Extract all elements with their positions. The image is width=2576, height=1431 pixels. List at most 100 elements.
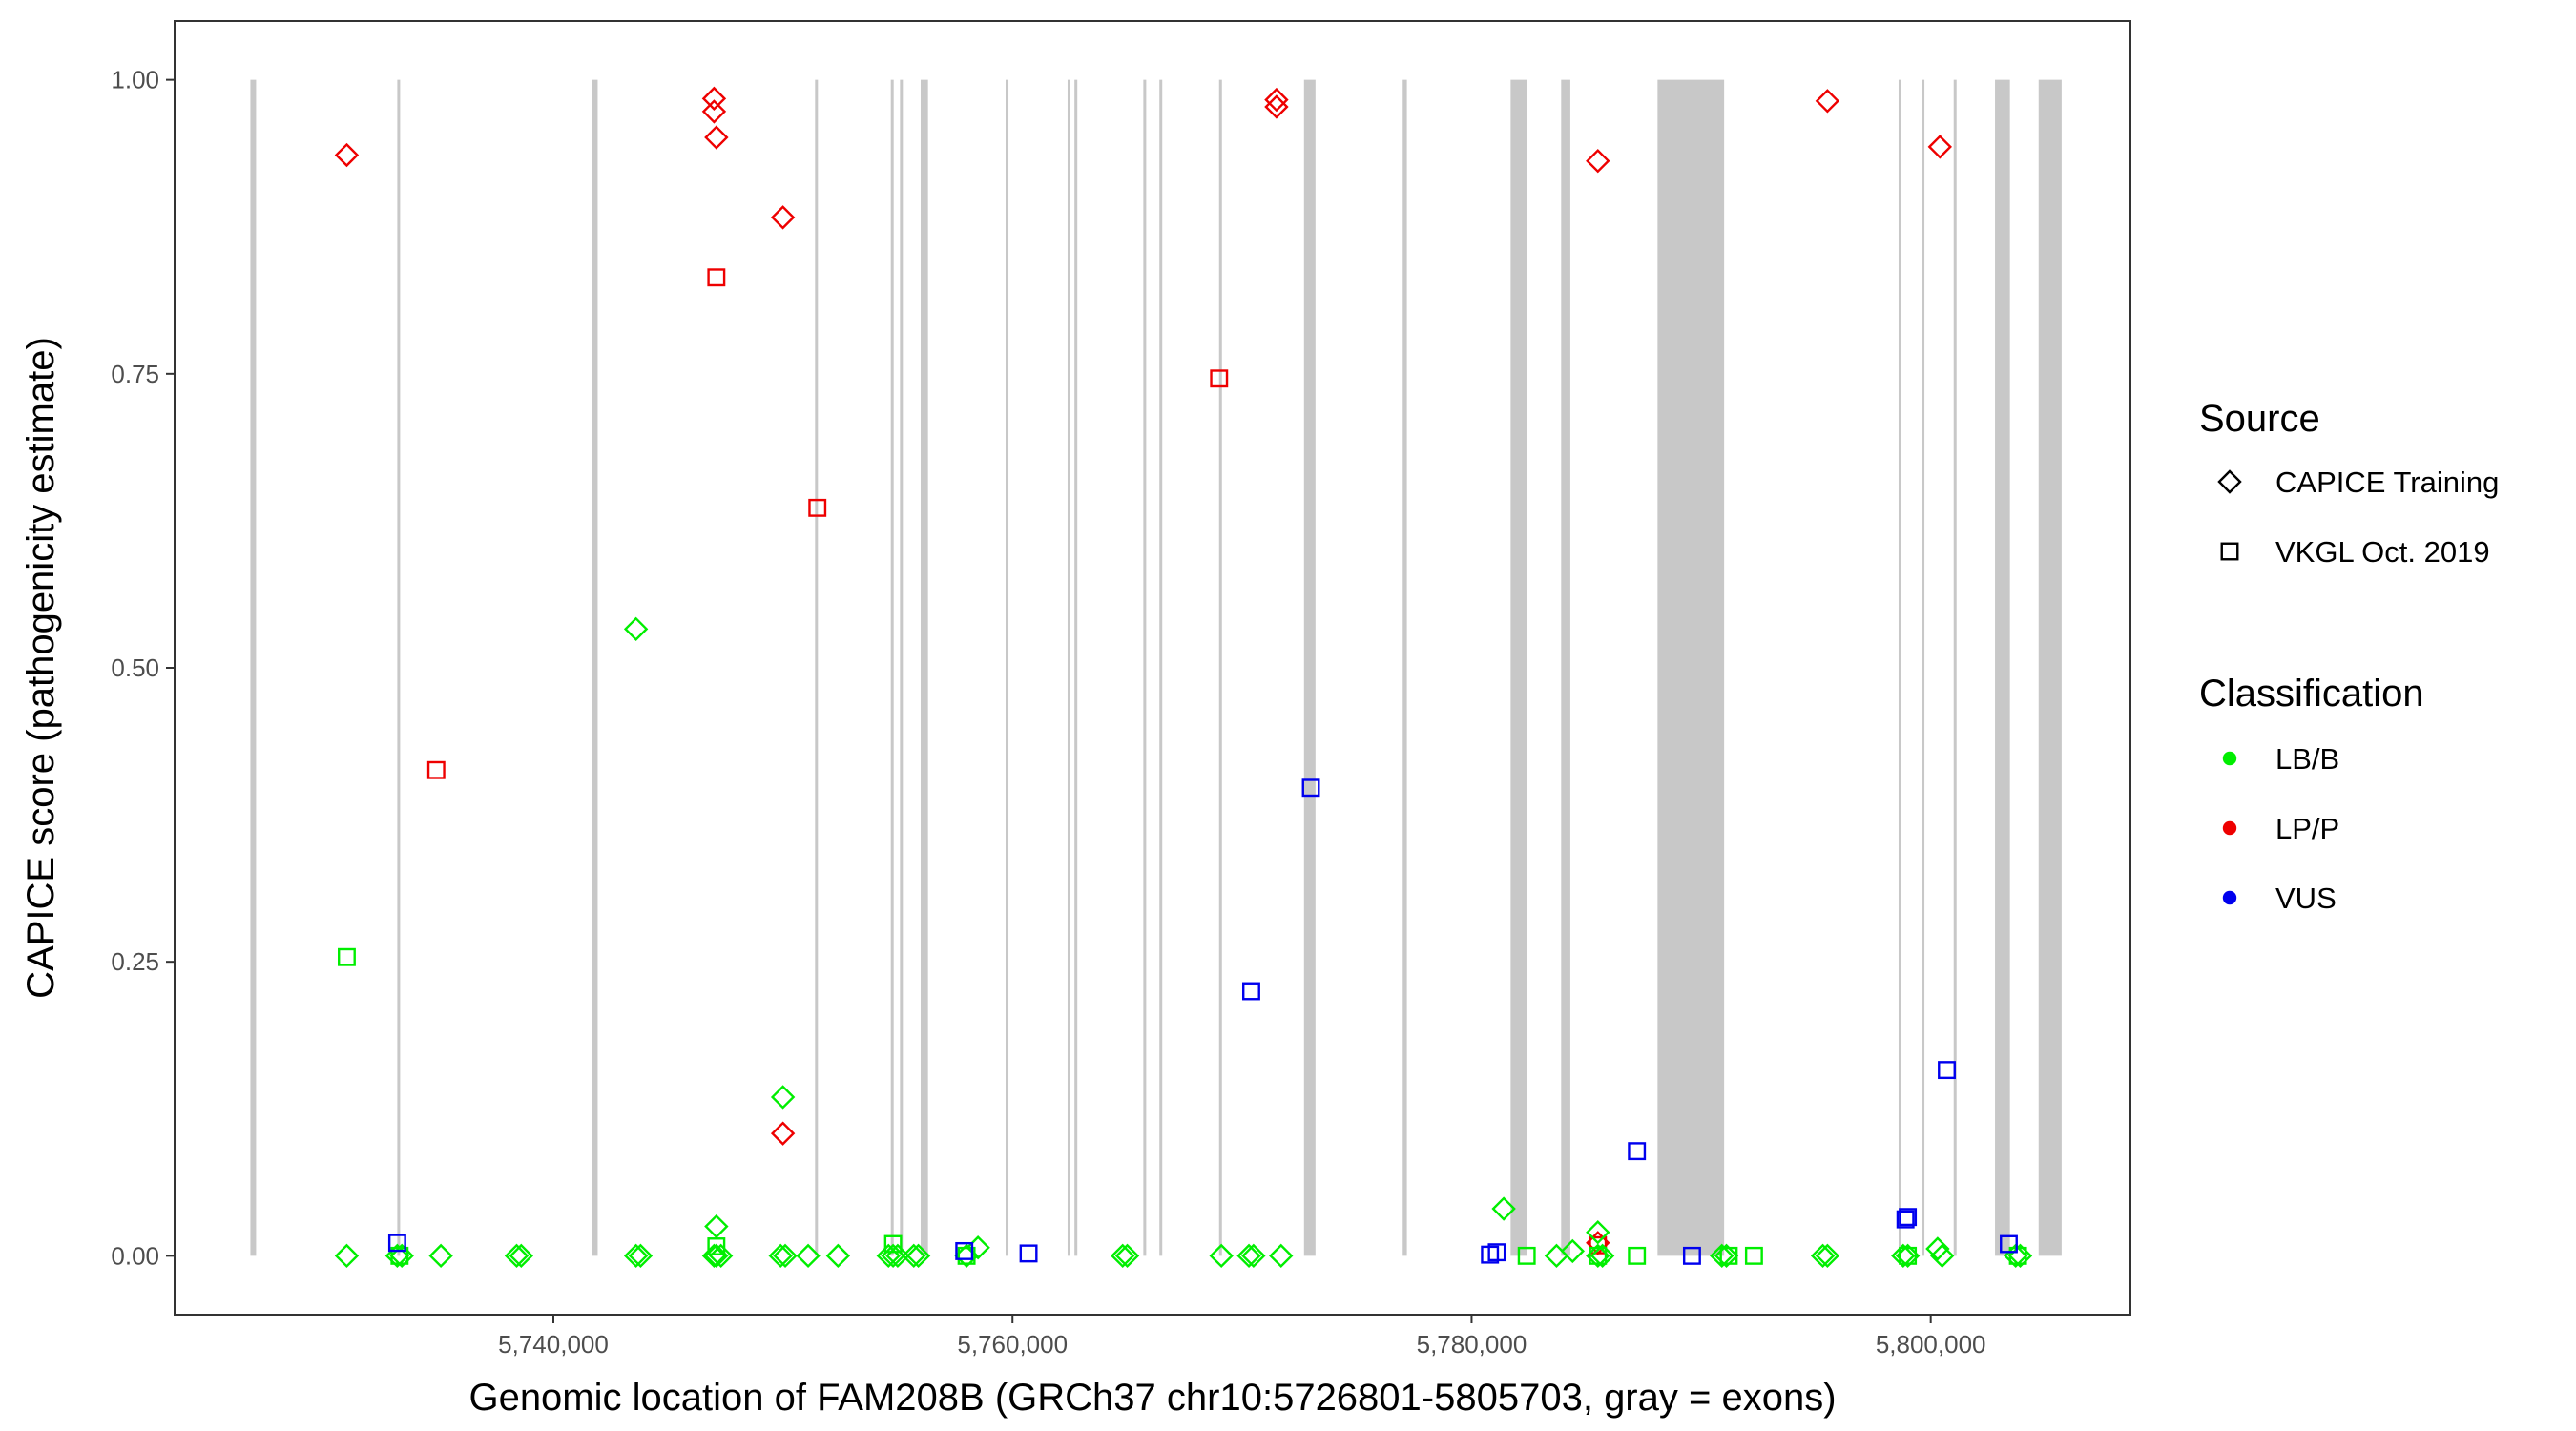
exon-band [1922, 79, 1925, 1256]
diamond-point [1111, 1243, 1135, 1269]
diamond-point [1891, 1243, 1916, 1269]
x-axis-title: Genomic location of FAM208B (GRCh37 chr1… [468, 1377, 1836, 1419]
diamond-point [623, 1243, 649, 1269]
exon-band [1510, 79, 1527, 1256]
diamond-point [1560, 1238, 1586, 1264]
square-point [707, 268, 726, 287]
diamond-point [1925, 1236, 1950, 1261]
x-tick-label: 5,800,000 [1876, 1330, 1986, 1358]
legend-class-label: LB/B [2275, 742, 2339, 776]
square-point [1487, 1243, 1506, 1262]
y-tick-label: 0.25 [111, 947, 159, 976]
x-tick-label: 5,760,000 [957, 1330, 1068, 1358]
y-tick-label: 0.00 [111, 1241, 159, 1270]
diamond-point [1491, 1196, 1516, 1221]
square-point [1210, 369, 1229, 388]
diamond-point [796, 1243, 821, 1269]
legend-class-label: LP/P [2275, 812, 2339, 845]
exon-band [1561, 79, 1570, 1256]
diamond-point [1815, 1243, 1840, 1269]
diamond-point [334, 142, 360, 168]
exon-band [1006, 79, 1009, 1256]
diamond-point [628, 1243, 654, 1269]
exon-band [1657, 79, 1725, 1256]
square-point [2000, 1234, 2018, 1254]
exon-band [1218, 79, 1222, 1256]
legend-source-label: VKGL Oct. 2019 [2275, 535, 2490, 569]
diamond-point [1586, 148, 1610, 174]
diamond-point [1114, 1243, 1140, 1269]
exon-band [1953, 79, 1957, 1256]
square-point [1628, 1142, 1647, 1161]
x-axis: 5,740,000 5,760,000 5,780,000 5,800,000 [498, 1315, 1986, 1358]
square-point [955, 1241, 974, 1260]
diamond-point [768, 1243, 793, 1269]
x-tick-label: 5,740,000 [498, 1330, 609, 1358]
square-point [1628, 1246, 1647, 1265]
square-point [883, 1234, 903, 1254]
square-point [338, 947, 356, 966]
diamond-point [1815, 89, 1840, 114]
diamond-point [704, 1213, 729, 1239]
diamond-point [825, 1243, 851, 1269]
square-point [1019, 1244, 1038, 1263]
exon-band [890, 79, 894, 1256]
diamond-point [1930, 1243, 1955, 1269]
diamond-point [1236, 1243, 1261, 1269]
diamond-point [623, 616, 649, 642]
square-point [1589, 1246, 1608, 1265]
exon-band [1143, 79, 1147, 1256]
exon-band [1159, 79, 1163, 1256]
diamond-point [1589, 1243, 1615, 1269]
y-axis-title: CAPICE score (pathogenicity estimate) [20, 337, 62, 999]
diamond-point [1586, 1220, 1610, 1245]
square-point [1682, 1246, 1701, 1265]
square-point [1719, 1246, 1738, 1265]
legend-square-icon [2220, 542, 2239, 561]
exon-band [1898, 79, 1901, 1256]
legend-source-title: Source [2199, 398, 2320, 440]
diamond-point [384, 1243, 410, 1269]
legend: Source Classification CAPICE Training VKG… [2199, 398, 2499, 915]
square-point [426, 760, 446, 779]
square-point [1938, 1061, 1956, 1080]
y-axis: 0.00 0.25 0.50 0.75 1.00 [111, 66, 175, 1270]
diamond-point [1269, 1243, 1294, 1269]
legend-color-dot-icon [2222, 890, 2237, 905]
legend-class-label: VUS [2275, 881, 2337, 915]
exon-band [815, 79, 819, 1256]
legend-source-label: CAPICE Training [2275, 466, 2499, 499]
legend-classification-title: Classification [2199, 673, 2424, 715]
square-point [1589, 1235, 1608, 1255]
exon-bands [250, 79, 2062, 1256]
diamond-point [704, 125, 729, 150]
y-tick-label: 0.50 [111, 653, 159, 682]
diamond-point [1710, 1243, 1735, 1269]
diamond-point [1264, 87, 1289, 113]
exon-band [1995, 79, 2010, 1256]
diamond-point [428, 1243, 453, 1269]
diamond-point [701, 1243, 727, 1269]
diamond-point [389, 1243, 414, 1269]
exon-band [920, 79, 928, 1256]
exon-band [1074, 79, 1078, 1256]
exon-band [2038, 79, 2062, 1256]
diamond-point [1209, 1243, 1234, 1269]
exon-band [592, 79, 598, 1256]
diamond-point [1714, 1243, 1739, 1269]
square-point [1899, 1246, 1918, 1265]
square-point [1517, 1246, 1536, 1265]
legend-color-dot-icon [2222, 820, 2237, 836]
square-point [1744, 1246, 1763, 1265]
exon-band [900, 79, 904, 1256]
diamond-point [509, 1243, 534, 1269]
diamond-point [504, 1243, 530, 1269]
square-point [1301, 778, 1320, 798]
legend-diamond-icon [2217, 469, 2242, 494]
exon-band [397, 79, 401, 1256]
x-tick-label: 5,780,000 [1417, 1330, 1527, 1358]
diamond-point [708, 1243, 734, 1269]
diamond-point [1810, 1243, 1836, 1269]
diamond-point [773, 1243, 798, 1269]
square-point [1899, 1208, 1918, 1227]
